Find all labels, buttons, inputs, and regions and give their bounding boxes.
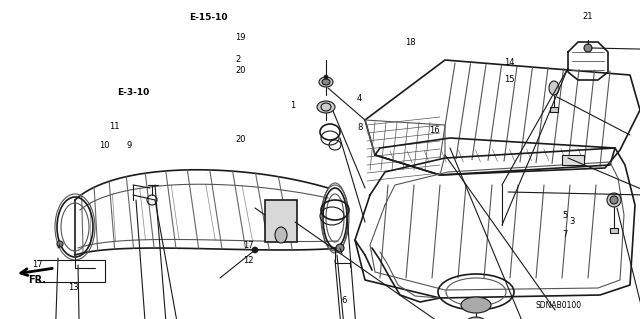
Ellipse shape <box>610 196 618 204</box>
Text: 21: 21 <box>582 12 593 21</box>
Text: 13: 13 <box>68 283 79 292</box>
Text: 19: 19 <box>236 33 246 42</box>
Text: 1: 1 <box>290 101 295 110</box>
Ellipse shape <box>461 297 491 313</box>
Text: 10: 10 <box>99 141 109 150</box>
Text: 5: 5 <box>562 211 567 220</box>
Bar <box>265 200 297 242</box>
Text: 6: 6 <box>342 296 347 305</box>
Text: 9: 9 <box>127 141 132 150</box>
Ellipse shape <box>322 79 330 85</box>
Text: 14: 14 <box>504 58 515 67</box>
Ellipse shape <box>319 77 333 87</box>
Ellipse shape <box>275 227 287 243</box>
Ellipse shape <box>57 241 63 247</box>
Ellipse shape <box>607 193 621 207</box>
Text: 4: 4 <box>357 94 362 103</box>
Text: SDNAB0100: SDNAB0100 <box>535 301 581 310</box>
Ellipse shape <box>584 44 592 52</box>
Bar <box>562 155 584 165</box>
Text: 3: 3 <box>570 217 575 226</box>
Text: 16: 16 <box>429 126 440 135</box>
Bar <box>610 228 618 233</box>
Text: E-3-10: E-3-10 <box>117 88 149 97</box>
Ellipse shape <box>466 317 486 319</box>
Text: 12: 12 <box>243 256 253 265</box>
Text: 8: 8 <box>357 123 362 132</box>
Ellipse shape <box>336 244 344 252</box>
Ellipse shape <box>549 81 559 95</box>
Text: 15: 15 <box>504 75 515 84</box>
Text: 17: 17 <box>32 260 42 269</box>
Ellipse shape <box>252 247 258 253</box>
Text: 17: 17 <box>243 241 253 250</box>
Text: 11: 11 <box>109 122 119 130</box>
Ellipse shape <box>317 101 335 113</box>
Ellipse shape <box>324 75 328 79</box>
Text: FR.: FR. <box>28 275 46 285</box>
Text: 18: 18 <box>405 38 416 47</box>
Text: 2: 2 <box>236 56 241 64</box>
Text: 20: 20 <box>236 135 246 144</box>
Text: E-15-10: E-15-10 <box>189 13 227 22</box>
Text: 7: 7 <box>562 230 567 239</box>
Text: 20: 20 <box>236 66 246 75</box>
Bar <box>550 107 558 112</box>
